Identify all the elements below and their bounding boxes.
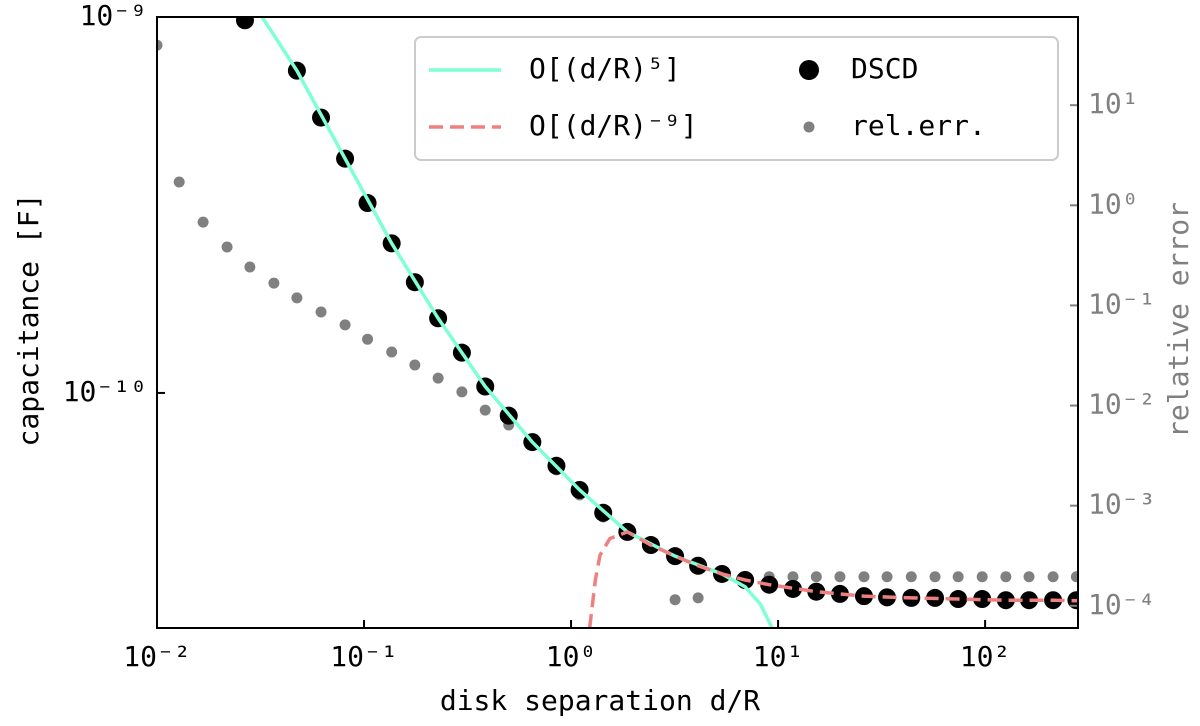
data-point (221, 241, 233, 253)
y-tick-label: 10⁻⁹ (80, 0, 147, 32)
data-line (587, 529, 1078, 628)
y2-axis-label: relative error (1162, 202, 1195, 438)
y2-tick-label: 10⁻² (1088, 388, 1155, 421)
data-point (1047, 571, 1059, 583)
y2-tick-label: 10⁻⁴ (1088, 588, 1155, 621)
legend-label: O[(d/R)⁵] (529, 52, 681, 85)
data-point (1020, 591, 1039, 610)
plot-area (157, 17, 1078, 628)
data-point (268, 277, 280, 289)
data-point (1000, 571, 1012, 583)
data-point (456, 386, 468, 398)
y2-tick-label: 10¹ (1088, 87, 1139, 120)
data-point (157, 39, 163, 51)
data-point (834, 571, 846, 583)
plot-frame (156, 16, 1079, 629)
x-tick-label: 10⁻² (123, 640, 190, 673)
data-point (807, 582, 826, 601)
legend-label: O[(d/R)⁻⁹] (529, 109, 698, 142)
x-tick-label: 10⁻¹ (330, 640, 397, 673)
data-point (244, 261, 256, 273)
data-point (973, 590, 992, 609)
legend-swatch (803, 121, 815, 133)
data-point (1023, 571, 1035, 583)
x-tick-label: 10⁰ (546, 640, 597, 673)
x-tick-label: 10¹ (753, 640, 804, 673)
data-point (409, 359, 421, 371)
x-tick-label: 10² (960, 640, 1011, 673)
legend-label: rel.err. (851, 109, 986, 142)
legend-label: DSCD (851, 52, 918, 85)
data-point (952, 571, 964, 583)
data-point (996, 591, 1015, 610)
data-point (692, 592, 704, 604)
data-point (858, 571, 870, 583)
y-axis-label: capacitance [F] (12, 194, 45, 447)
data-point (976, 571, 988, 583)
y-tick-label: 10⁻¹⁰ (63, 375, 147, 408)
data-point (905, 571, 917, 583)
data-point (339, 319, 351, 331)
x-axis-label: disk separation d/R (440, 684, 760, 717)
data-point (315, 306, 327, 318)
y2-tick-label: 10⁰ (1088, 187, 1139, 220)
data-point (1070, 571, 1078, 583)
data-point (362, 333, 374, 345)
data-point (783, 579, 802, 598)
y2-tick-label: 10⁻³ (1088, 488, 1155, 521)
data-point (830, 584, 849, 603)
data-point (787, 571, 799, 583)
data-point (386, 346, 398, 358)
data-point (929, 571, 941, 583)
data-point (173, 176, 185, 188)
y2-tick-label: 10⁻¹ (1088, 287, 1155, 320)
data-point (881, 571, 893, 583)
data-point (197, 216, 209, 228)
data-point (669, 594, 681, 606)
data-point (810, 571, 822, 583)
data-point (479, 404, 491, 416)
data-point (432, 372, 444, 384)
data-point (235, 17, 254, 30)
data-point (291, 292, 303, 304)
legend-box (414, 36, 1059, 161)
data-line (260, 17, 774, 628)
legend-swatch (799, 60, 819, 80)
